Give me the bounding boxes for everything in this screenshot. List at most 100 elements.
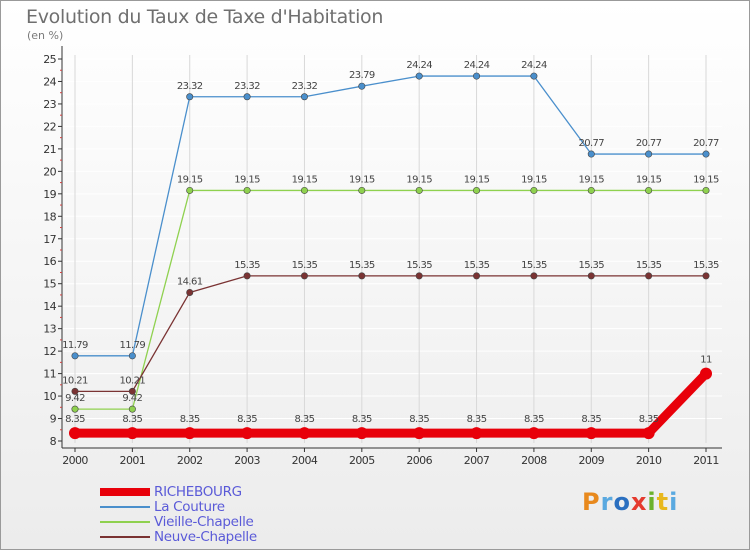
data-label: 15.35 <box>292 260 318 271</box>
data-point <box>702 186 710 194</box>
x-tick-label: 2006 <box>406 454 432 467</box>
data-point <box>71 405 79 413</box>
data-point <box>473 72 481 80</box>
data-point <box>702 272 710 280</box>
y-tick-label: 25 <box>43 53 56 66</box>
data-label: 20.77 <box>693 138 719 149</box>
y-tick-label: 23 <box>43 98 56 111</box>
data-label: 9.42 <box>65 393 85 404</box>
legend-swatch <box>100 521 150 523</box>
data-label: 19.15 <box>234 174 260 185</box>
data-point <box>355 427 368 440</box>
data-label: 19.15 <box>292 174 318 185</box>
data-point <box>298 427 311 440</box>
legend-label: RICHEBOURG <box>154 484 242 500</box>
data-label: 8.35 <box>524 414 544 425</box>
data-point <box>71 352 79 360</box>
logo-letter: P <box>582 488 601 516</box>
data-point <box>415 72 423 80</box>
data-label: 8.35 <box>295 414 315 425</box>
y-tick-label: 10 <box>43 390 56 403</box>
data-label: 19.15 <box>636 174 662 185</box>
data-point <box>243 186 251 194</box>
data-label: 20.77 <box>636 138 662 149</box>
y-tick-label: 8 <box>50 435 57 448</box>
data-point <box>585 427 598 440</box>
data-label: 15.35 <box>349 260 375 271</box>
x-tick-label: 2010 <box>636 454 662 467</box>
chart-title: Evolution du Taux de Taxe d'Habitation <box>26 6 384 28</box>
y-tick-label: 21 <box>43 143 56 156</box>
data-label: 10.21 <box>120 375 146 386</box>
x-tick-label: 2001 <box>120 454 146 467</box>
data-point <box>527 427 540 440</box>
x-tick-label: 2007 <box>464 454 490 467</box>
data-point <box>415 186 423 194</box>
y-tick-label: 16 <box>43 255 56 268</box>
data-point <box>473 186 481 194</box>
data-label: 8.35 <box>581 414 601 425</box>
y-tick-label: 17 <box>43 233 56 246</box>
y-tick-label: 12 <box>43 345 56 358</box>
data-label: 23.32 <box>292 81 318 92</box>
x-tick-label: 2003 <box>234 454 260 467</box>
data-label: 15.35 <box>578 260 604 271</box>
data-point <box>300 186 308 194</box>
data-point <box>587 186 595 194</box>
data-point <box>128 387 136 395</box>
y-tick-label: 9 <box>50 413 57 426</box>
chart-subtitle: (en %) <box>27 29 64 42</box>
series-line <box>74 189 707 410</box>
y-tick-label: 18 <box>43 210 56 223</box>
data-point <box>645 150 653 158</box>
legend-swatch <box>100 488 150 496</box>
x-tick-label: 2005 <box>349 454 375 467</box>
data-point <box>243 272 251 280</box>
data-point <box>243 93 251 101</box>
data-point <box>241 427 254 440</box>
logo-letter: i <box>647 488 657 516</box>
y-tick-label: 13 <box>43 323 56 336</box>
y-tick-label: 24 <box>43 75 56 88</box>
data-label: 24.24 <box>521 60 547 71</box>
data-point <box>186 186 194 194</box>
legend-swatch <box>100 536 150 538</box>
data-point <box>645 272 653 280</box>
legend-label: Neuve-Chapelle <box>154 529 257 545</box>
data-point <box>587 272 595 280</box>
logo-letter: o <box>613 488 631 516</box>
proxiti-logo: Proxiti <box>582 488 678 516</box>
data-point <box>470 427 483 440</box>
x-tick-label: 2002 <box>177 454 203 467</box>
data-point <box>530 272 538 280</box>
series-line <box>74 275 707 392</box>
data-point <box>186 288 194 296</box>
data-point <box>71 387 79 395</box>
data-point <box>186 93 194 101</box>
legend-label: Vieille-Chapelle <box>154 514 254 530</box>
data-label: 11.79 <box>120 340 146 351</box>
series-line <box>70 369 711 438</box>
y-tick-label: 22 <box>43 120 56 133</box>
data-point <box>126 427 139 440</box>
data-point <box>128 405 136 413</box>
y-tick-label: 11 <box>43 368 56 381</box>
data-label: 19.15 <box>406 174 432 185</box>
data-point <box>358 272 366 280</box>
data-point <box>183 427 196 440</box>
data-label: 23.32 <box>234 81 260 92</box>
data-point <box>128 352 136 360</box>
data-label: 15.35 <box>693 260 719 271</box>
y-tick-label: 15 <box>43 278 56 291</box>
data-label: 19.15 <box>693 174 719 185</box>
data-point <box>642 427 655 440</box>
data-point <box>645 186 653 194</box>
data-label: 15.35 <box>636 260 662 271</box>
data-point <box>473 272 481 280</box>
logo-letter: r <box>600 488 614 516</box>
data-point <box>358 186 366 194</box>
logo-letter: x <box>630 488 648 516</box>
data-label: 8.35 <box>237 414 257 425</box>
